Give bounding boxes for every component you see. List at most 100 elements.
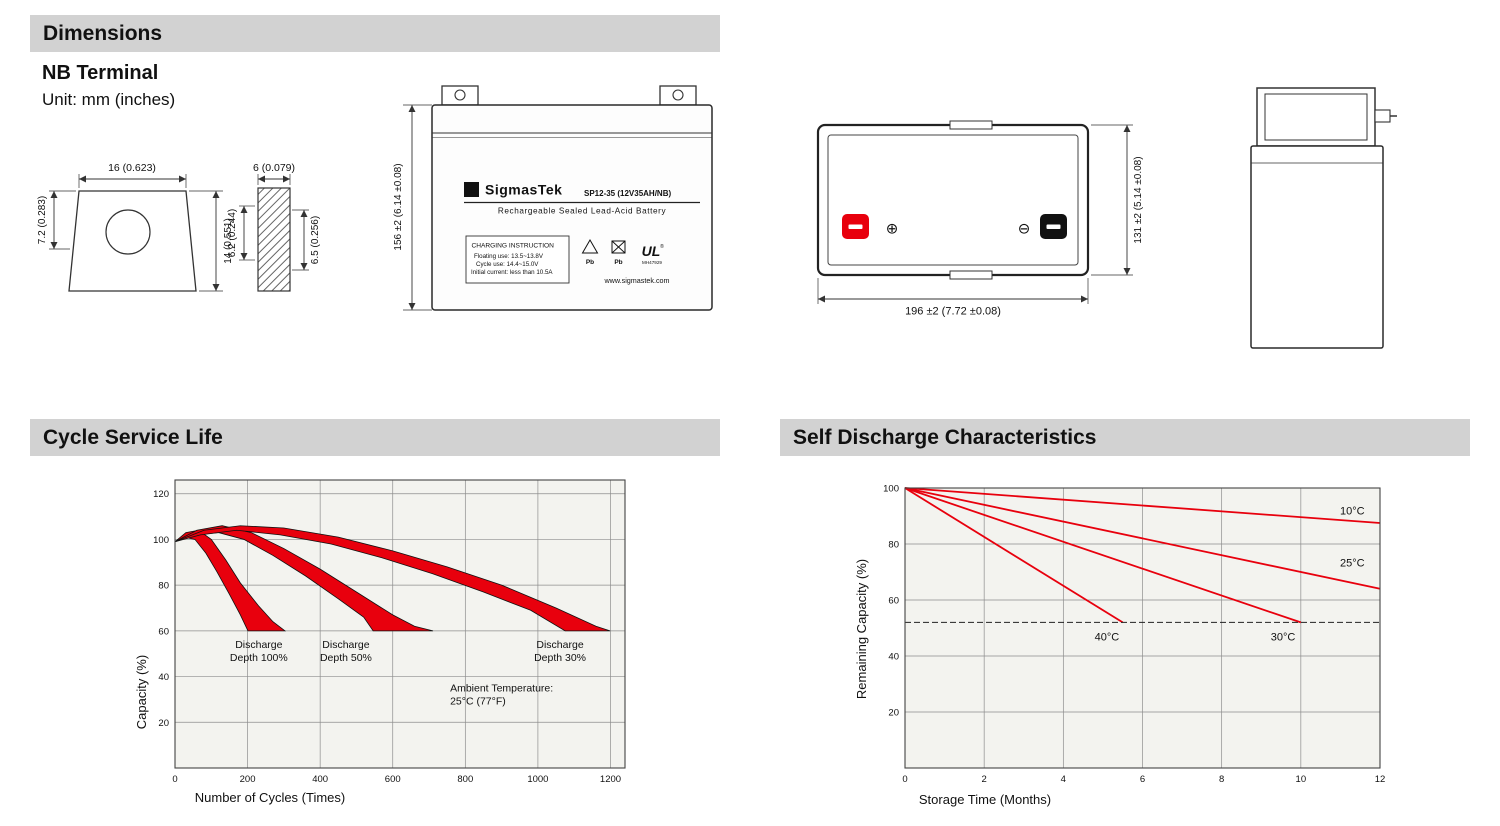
side-case [1250,145,1384,349]
charging-instruction-box [465,235,570,284]
terminal-upper-height-dim: 7.2 (0.283) [37,196,48,244]
svg-text:Discharge: Discharge [235,639,282,651]
svg-text:40°C: 40°C [1095,632,1120,644]
x-axis-label: Number of Cycles (Times) [195,790,345,805]
svg-text:80: 80 [888,540,899,551]
svg-text:Depth 50%: Depth 50% [320,652,372,664]
ul-mark-icon: UL ® MH47929 [642,243,664,265]
y-axis-label: Capacity (%) [134,655,149,729]
svg-text:0: 0 [172,774,177,785]
svg-text:®: ® [660,243,664,250]
svg-text:60: 60 [158,626,169,637]
svg-text:Depth 30%: Depth 30% [534,652,586,664]
svg-text:30°C: 30°C [1271,632,1296,644]
front-height-dim: 156 ±2 (6.14 ±0.08) [393,163,404,250]
band-Discharge Depth 100% [174,529,287,632]
charging-line2: Cycle use: 14.4~15.0V [476,261,539,268]
svg-text:Depth 100%: Depth 100% [230,652,288,664]
cycle-service-life-chart: 0 200 400 600 800 1000 1200 20 40 60 80 100 120 Disch… [134,479,626,805]
self-discharge-title: Self Discharge Characteristics [793,425,1097,449]
band-Discharge Depth 30% [174,525,611,632]
svg-text:1000: 1000 [527,774,548,785]
svg-text:Ambient Temperature:: Ambient Temperature: [450,682,553,694]
x-axis-label: Storage Time (Months) [919,792,1051,807]
svg-text:10: 10 [1296,774,1307,785]
charging-line3: Initial current: less than 10.5A [471,269,553,276]
svg-text:100: 100 [883,484,899,495]
bottom-notch [949,270,993,280]
svg-text:400: 400 [312,774,328,785]
battery-top-view: ⊕ ⊖ 196 ±2 (7.72 ±0.08) 131 ±2 (5.14 ±0.… [816,120,1144,318]
svg-text:10°C: 10°C [1340,506,1365,518]
terminal-section-shape: 6 (0.079) 6.2 (0.244) 6.5 (0.256) [227,162,321,292]
dimensions-title: Dimensions [43,21,163,45]
svg-text:6: 6 [1140,774,1145,785]
svg-text:200: 200 [240,774,256,785]
section-width-dim: 6 (0.079) [253,162,295,174]
svg-text:UL: UL [642,243,661,259]
terminal-front-shape: 16 (0.623) 7.2 (0.283) 14 (0.551) [37,162,234,292]
self-discharge-chart: 10°C 25°C 40°C 30°C 0 2 4 6 8 10 12 20 40 60 80 100 Stor… [854,484,1386,808]
svg-text:800: 800 [457,774,473,785]
top-depth-dim: 131 ±2 (5.14 ±0.08) [1133,156,1144,243]
brand-name: SigmasTek [485,182,562,198]
svg-text:80: 80 [158,581,169,592]
battery-subtitle: Rechargeable Sealed Lead-Acid Battery [498,207,667,216]
y-axis-label: Remaining Capacity (%) [854,559,869,699]
series-10°C [904,487,1381,524]
terminal-bolt-hole [105,209,151,255]
svg-text:40: 40 [158,672,169,683]
ul-file-number: MH47929 [642,260,662,265]
section-header-cycle-life: Cycle Service Life [30,419,720,456]
svg-text:20: 20 [888,708,899,719]
svg-text:4: 4 [1061,774,1066,785]
minus-terminal-symbol: ⊖ [1018,221,1031,238]
top-width-dim: 196 ±2 (7.72 ±0.08) [905,306,1001,318]
series-25°C [904,487,1381,590]
svg-text:Discharge: Discharge [322,639,369,651]
svg-text:2: 2 [982,774,987,785]
svg-text:8: 8 [1219,774,1224,785]
section-upper-dim: 6.2 (0.244) [227,209,238,257]
charging-title: CHARGING INSTRUCTION [472,243,555,250]
unit-note: Unit: mm (inches) [42,90,176,109]
terminal-height-dim: 14 (0.551) [223,218,234,264]
terminal-detail-drawing: 16 (0.623) 7.2 (0.283) 14 (0.551) 6 (0.0… [37,162,321,292]
svg-text:12: 12 [1375,774,1386,785]
nb-terminal-heading: NB Terminal [42,62,159,84]
section-lower-dim: 6.5 (0.256) [310,216,321,264]
side-terminal-tab [1374,109,1391,123]
charging-line1: Floating use: 13.5~13.8V [474,253,544,260]
battery-front-view: 156 ±2 (6.14 ±0.08) Σ SigmasTek SP12-35 … [393,85,713,311]
series-30°C [904,487,1302,624]
series-40°C [904,487,1124,624]
cycle-life-title: Cycle Service Life [43,425,223,449]
sigma-logo-box [464,182,479,197]
pb-no-trash-icon: Pb [611,240,626,266]
svg-text:1200: 1200 [600,774,621,785]
svg-text:40: 40 [888,652,899,663]
svg-text:0: 0 [902,774,907,785]
model-number: SP12-35 (12V35AH/NB) [584,189,671,198]
pb-recycle-icon: Pb [581,238,599,266]
svg-text:Discharge: Discharge [536,639,583,651]
plus-terminal-symbol: ⊕ [886,221,899,238]
svg-text:20: 20 [158,718,169,729]
svg-text:Pb: Pb [614,259,622,266]
sigma-glyph: Σ [468,185,475,197]
svg-text:Pb: Pb [586,259,594,266]
svg-text:25°C: 25°C [1340,557,1365,569]
battery-side-view [1250,87,1397,349]
terminal-width-dim: 16 (0.623) [108,162,156,174]
top-notch [949,120,993,130]
svg-text:600: 600 [385,774,401,785]
svg-text:25°C (77°F): 25°C (77°F) [450,695,506,707]
website-text: www.sigmastek.com [603,276,669,285]
svg-text:100: 100 [153,535,169,546]
top-view-outline [816,123,1090,277]
band-Discharge Depth 50% [174,525,434,632]
section-header-self-discharge: Self Discharge Characteristics [780,419,1470,456]
svg-text:120: 120 [153,489,169,500]
svg-text:60: 60 [888,596,899,607]
